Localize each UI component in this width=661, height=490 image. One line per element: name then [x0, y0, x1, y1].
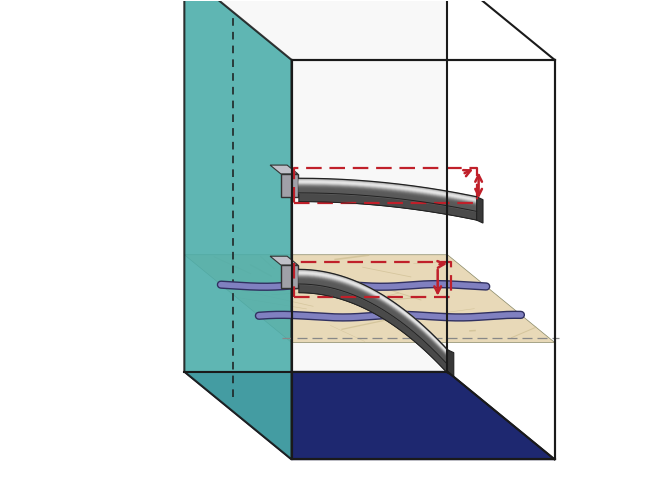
Polygon shape	[184, 255, 555, 343]
Polygon shape	[184, 0, 292, 460]
Polygon shape	[184, 0, 447, 372]
Polygon shape	[447, 350, 453, 376]
Polygon shape	[281, 265, 298, 288]
Polygon shape	[270, 165, 298, 174]
Polygon shape	[299, 193, 477, 220]
Polygon shape	[281, 174, 298, 197]
Polygon shape	[184, 372, 555, 460]
Polygon shape	[477, 197, 483, 223]
Polygon shape	[299, 284, 447, 373]
Polygon shape	[270, 256, 298, 265]
